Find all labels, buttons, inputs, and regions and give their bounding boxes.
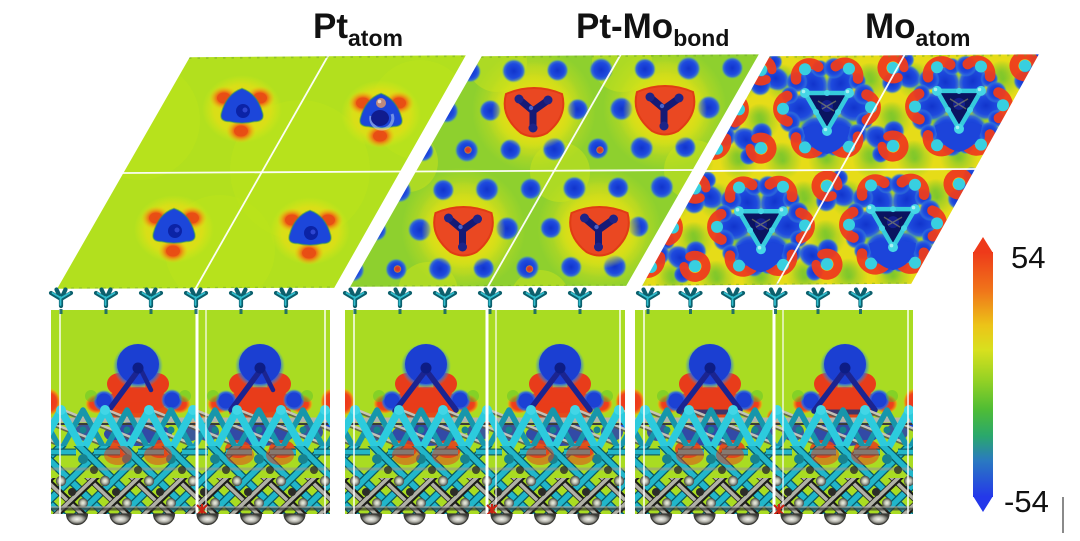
svg-text:54: 54 (1011, 240, 1045, 275)
svg-text:-54: -54 (1004, 484, 1049, 519)
